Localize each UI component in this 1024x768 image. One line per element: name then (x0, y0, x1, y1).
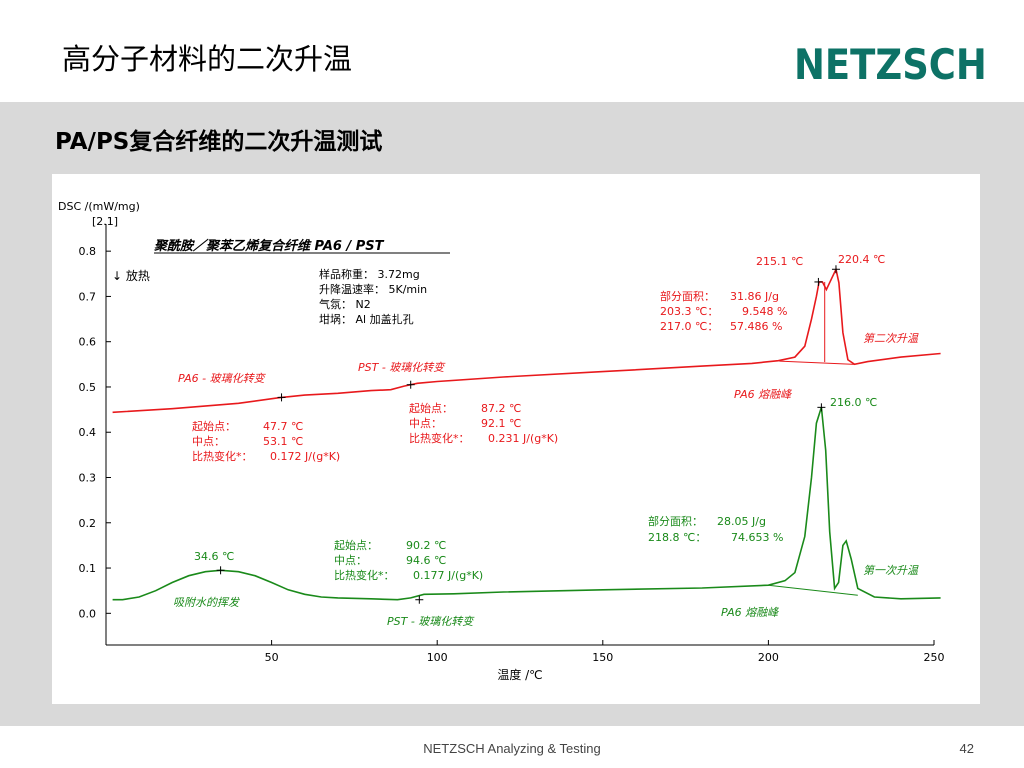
netzsch-logo: NETZSCH (794, 40, 987, 89)
chart-panel: 0.0 0.1 0.2 0.3 0.4 0.5 0.6 0.7 0.8 50 100 150 200 25… (52, 174, 980, 704)
green-water-peak-label: 34.6 ℃ (194, 550, 234, 563)
y-tick-label: 0.4 (79, 426, 97, 439)
red-tg2-label: 起始点： (409, 401, 453, 415)
sample-info-line: 坩埚： Al 加盖扎孔 (319, 312, 414, 326)
exo-direction-label: ↓ 放热 (112, 268, 150, 283)
green-tg-value: 94.6 ℃ (406, 554, 446, 567)
sample-info-line: 升降温速率： 5K/min (319, 282, 427, 296)
y-tick-label: 0.7 (79, 290, 97, 303)
page-number: 42 (959, 741, 974, 756)
red-tg1-value: 0.172 J/(g*K) (270, 450, 340, 463)
green-area-label: 部分面积： (648, 514, 703, 528)
red-tg1-label: 中点： (192, 435, 225, 448)
x-tick-label: 250 (924, 651, 945, 664)
green-area-p1: 74.653 % (731, 531, 783, 544)
x-tick-label: 100 (427, 651, 448, 664)
red-tg1-value: 47.7 ℃ (263, 420, 303, 433)
slide-header: 高分子材料的二次升温 NETZSCH (0, 0, 1024, 102)
red-peak2-label: 220.4 ℃ (838, 253, 885, 266)
green-tg-label: 起始点： (334, 538, 378, 552)
red-tg2-label: 比热变化*： (409, 431, 470, 445)
green-peak-label: 216.0 ℃ (830, 396, 877, 409)
red-tg1-label: 起始点： (192, 419, 236, 433)
green-baseline (768, 584, 858, 596)
green-area-value: 28.05 J/g (717, 515, 766, 528)
series-line-second-heating (112, 266, 941, 414)
red-peak1-label: 215.1 ℃ (756, 255, 803, 268)
green-water-label: 吸附水的挥发 (173, 596, 240, 609)
y-tick-label: 0.3 (79, 472, 97, 485)
footer-text: NETZSCH Analyzing & Testing (423, 741, 601, 756)
green-melt-label: PA6 熔融峰 (721, 606, 779, 619)
y-tick-label: 0.8 (79, 245, 97, 258)
x-tick-label: 150 (592, 651, 613, 664)
y-tick-label: 0.2 (79, 517, 97, 530)
y-tick-label: 0.6 (79, 336, 97, 349)
red-series-label: 第二次升温 (863, 332, 919, 345)
green-pst-tg-label: PST - 玻璃化转变 (387, 615, 475, 628)
y-axis-label: DSC /(mW/mg) (58, 200, 140, 213)
red-baseline (779, 360, 855, 365)
red-area-value: 31.86 J/g (730, 290, 779, 303)
x-tick-label: 200 (758, 651, 779, 664)
slide-title: 高分子材料的二次升温 (62, 42, 353, 76)
red-tg1-value: 53.1 ℃ (263, 435, 303, 448)
y-tick-label: 0.5 (79, 381, 97, 394)
green-tg-label: 中点： (334, 554, 367, 567)
red-area-p2: 57.486 % (730, 320, 782, 333)
red-tg2-label: 中点： (409, 417, 442, 430)
red-tg2-value: 0.231 J/(g*K) (488, 432, 558, 445)
chart-title: 聚酰胺／聚苯乙烯复合纤维 PA6 / PST (153, 238, 385, 254)
red-tg2-value: 92.1 ℃ (481, 417, 521, 430)
y-tick-label: 0.0 (79, 607, 97, 620)
sample-info-line: 气氛： N2 (319, 297, 371, 311)
green-area-t1: 218.8 ℃： (648, 531, 706, 544)
red-area-t1: 203.3 ℃： (660, 305, 718, 318)
red-pst-tg-label: PST - 玻璃化转变 (358, 361, 446, 374)
red-melt-label: PA6 熔融峰 (734, 388, 792, 401)
red-pa6-tg-label: PA6 - 玻璃化转变 (178, 372, 267, 385)
red-area-t2: 217.0 ℃： (660, 320, 718, 333)
green-tg-label: 比热变化*： (334, 568, 395, 582)
red-area-label: 部分面积： (660, 289, 715, 303)
x-axis-label: 温度 /℃ (497, 667, 542, 682)
red-tg1-label: 比热变化*： (192, 449, 253, 463)
x-tick-label: 50 (265, 651, 279, 664)
slide-subtitle: PA/PS复合纤维的二次升温测试 (55, 129, 383, 155)
y-axis-ref-label: [2.1] (92, 215, 118, 228)
red-tg2-value: 87.2 ℃ (481, 402, 521, 415)
series-line-first-heating (112, 407, 941, 601)
green-tg-value: 90.2 ℃ (406, 539, 446, 552)
green-series-label: 第一次升温 (863, 564, 919, 577)
green-tg-value: 0.177 J/(g*K) (413, 569, 483, 582)
sample-info-line: 样品称重： 3.72mg (319, 267, 420, 281)
dsc-chart: 0.0 0.1 0.2 0.3 0.4 0.5 0.6 0.7 0.8 50 100 150 200 25… (58, 200, 945, 682)
red-area-p1: 9.548 % (742, 305, 787, 318)
y-tick-label: 0.1 (79, 562, 97, 575)
